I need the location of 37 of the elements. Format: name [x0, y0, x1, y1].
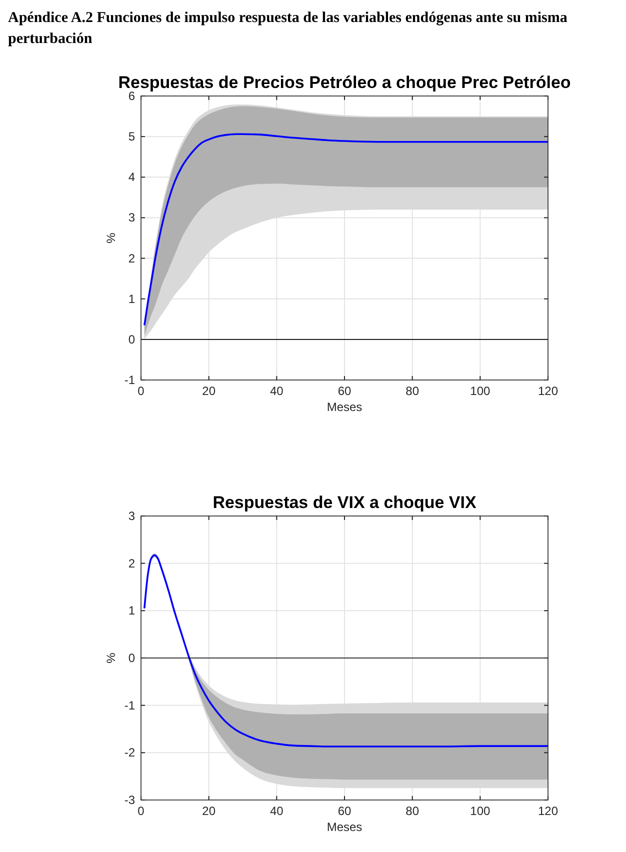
x-tick-label: 100: [470, 804, 490, 818]
x-tick-label: 20: [202, 804, 216, 818]
y-tick-label: 0: [128, 332, 136, 346]
x-tick-label: 0: [138, 384, 145, 398]
x-tick-label: 80: [406, 384, 420, 398]
y-tick-label: -1: [124, 373, 136, 387]
x-tick-label: 40: [270, 384, 284, 398]
x-tick-label: 20: [202, 384, 216, 398]
y-tick-label: 6: [128, 89, 136, 103]
chart-title: Respuestas de Precios Petróleo a choque Prec Petróleo: [118, 73, 571, 92]
y-tick-label: 2: [128, 556, 136, 570]
y-tick-label: 1: [128, 604, 136, 618]
y-tick-label: -1: [124, 698, 136, 712]
y-tick-label: 0: [128, 651, 136, 665]
text: Apéndice A.2 Funciones de impulso respuesta de las variables endógenas ante su misma perturbación: [8, 9, 568, 49]
y-tick-label: 1: [128, 292, 136, 306]
x-tick-label: 100: [470, 384, 490, 398]
y-tick-label: 3: [128, 210, 136, 225]
line-series: [143, 133, 549, 326]
chart-title: Respuestas de VIX a choque VIX: [212, 493, 477, 512]
y-axis-title: %: [104, 652, 118, 664]
x-axis-title: Meses: [326, 820, 362, 834]
y-tick-label: -2: [124, 746, 136, 760]
y-tick-label: 3: [128, 509, 136, 523]
y-axis-title: %: [104, 232, 118, 244]
y-tick-label: -3: [124, 793, 136, 807]
x-tick-label: 60: [338, 384, 352, 398]
y-tick-label: 5: [128, 130, 136, 144]
x-tick-label: 80: [406, 804, 420, 818]
x-tick-label: 120: [538, 804, 558, 818]
y-tick-label: 2: [128, 251, 136, 266]
x-tick-label: 40: [270, 804, 284, 818]
x-tick-label: 0: [138, 804, 145, 818]
y-tick-label: 4: [128, 170, 136, 184]
x-axis-title: Meses: [326, 400, 362, 414]
x-tick-label: 60: [338, 804, 352, 818]
x-tick-label: 120: [538, 384, 558, 398]
